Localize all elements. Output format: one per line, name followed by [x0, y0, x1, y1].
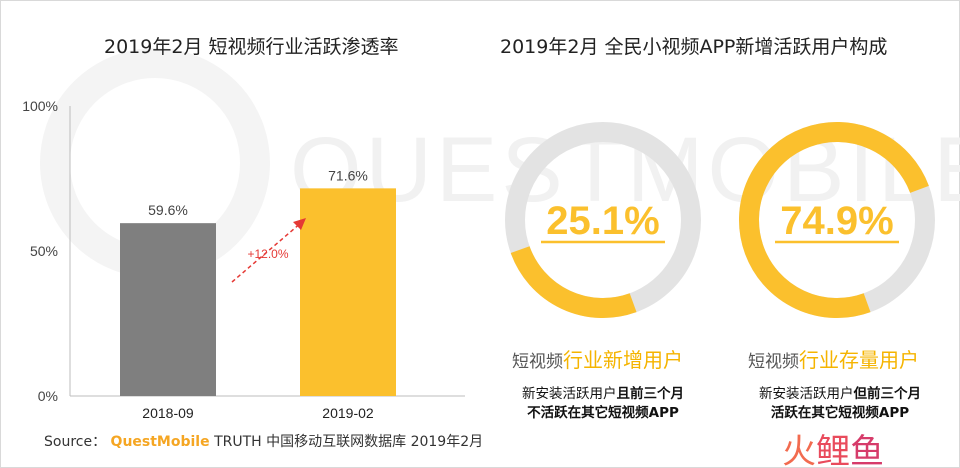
y-tick-label-100: 100% — [22, 98, 58, 114]
donut-1-label-prefix: 短视频 — [512, 352, 563, 372]
donut-2-label-highlight: 行业存量用户 — [799, 348, 919, 372]
source-note: Source： QuestMobile TRUTH 中国移动互联网数据库 201… — [44, 431, 483, 451]
donut-2-category-label: 短视频行业存量用户 — [748, 344, 919, 373]
donut-1-description: 新安装活跃用户且前三个月 不活跃在其它短视频APP — [508, 385, 698, 423]
growth-arrow-head-icon — [293, 218, 306, 230]
donut-2-value: 74.9% — [780, 199, 893, 243]
source-prefix: Source： — [44, 434, 107, 450]
corner-logo-char-2: 鲤 — [816, 432, 850, 468]
bar-2018-09 — [120, 223, 216, 396]
donut-1-slice — [510, 245, 637, 318]
growth-label: +12.0% — [247, 247, 288, 261]
donut-chart-title: 2019年2月 全民小视频APP新增活跃用户构成 — [500, 36, 888, 58]
bar-chart-title: 2019年2月 短视频行业活跃渗透率 — [104, 36, 399, 58]
y-tick-label-50: 50% — [30, 243, 58, 259]
donut-2-desc-line2: 活跃在其它短视频APP — [770, 405, 910, 421]
bar-2019-02 — [300, 188, 396, 396]
donut-2-slice — [739, 122, 929, 318]
growth-arrow-line — [231, 221, 303, 283]
corner-logo-char-3: 鱼 — [850, 432, 884, 468]
donut-1-desc-pre: 新安装活跃用户 — [522, 386, 617, 402]
donut-1-desc-bold: 且前三个月 — [616, 386, 685, 402]
source-brand: QuestMobile — [110, 434, 210, 450]
donut-2-label-prefix: 短视频 — [748, 352, 799, 372]
donut-2-description: 新安装活跃用户但前三个月 活跃在其它短视频APP — [740, 385, 940, 423]
y-tick-label-0: 0% — [38, 388, 58, 404]
source-suffix: TRUTH 中国移动互联网数据库 2019年2月 — [214, 434, 484, 450]
x-tick-label-2018-09: 2018-09 — [142, 405, 194, 421]
corner-logo-char-1: 火 — [782, 432, 816, 468]
donut-1-value: 25.1% — [546, 199, 659, 243]
donut-1-label-highlight: 行业新增用户 — [563, 348, 683, 372]
donut-2-desc-bold: 但前三个月 — [853, 386, 922, 402]
corner-logo: 火鲤鱼 — [782, 424, 884, 468]
bar-value-label-2018-09: 59.6% — [148, 202, 188, 218]
donut-2-desc-pre: 新安装活跃用户 — [759, 386, 854, 402]
donut-1-desc-line2: 不活跃在其它短视频APP — [527, 405, 679, 421]
donut-1-category-label: 短视频行业新增用户 — [512, 344, 683, 373]
x-tick-label-2019-02: 2019-02 — [322, 405, 374, 421]
bar-value-label-2019-02: 71.6% — [328, 167, 368, 183]
